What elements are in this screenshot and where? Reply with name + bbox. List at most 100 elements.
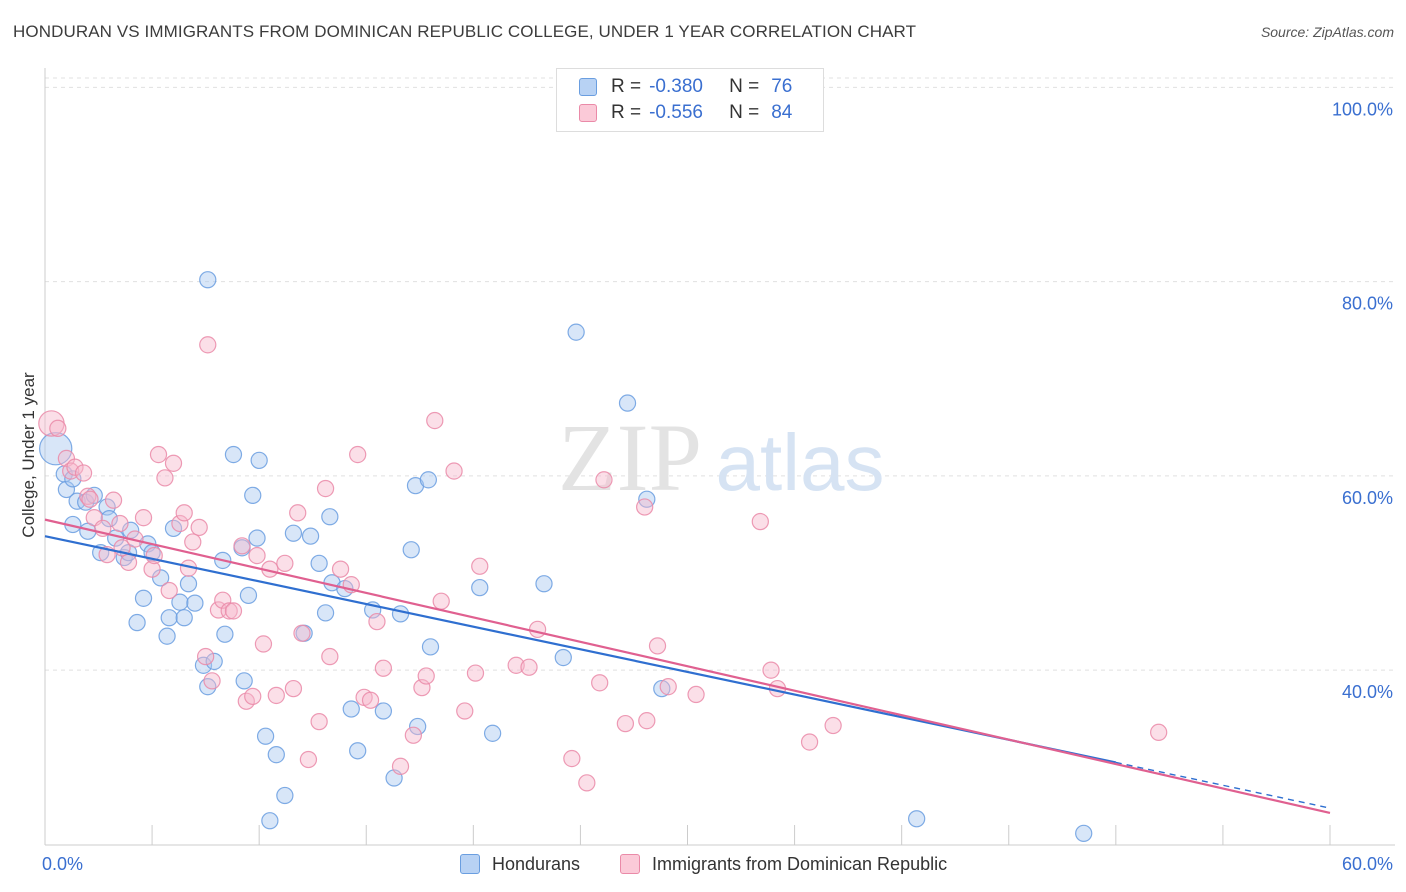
- point-dominican: [616, 714, 635, 733]
- point-dominican: [316, 479, 335, 498]
- point-dominican: [184, 533, 202, 551]
- point-honduran: [250, 451, 268, 470]
- point-dominican: [426, 411, 444, 430]
- point-dominican: [751, 512, 769, 531]
- point-dominican: [111, 514, 129, 533]
- point-dominican: [591, 674, 609, 692]
- trend-lines: [44, 518, 1331, 815]
- point-honduran: [554, 648, 572, 667]
- point-dominican: [456, 702, 474, 720]
- point-dominican: [638, 712, 656, 730]
- point-dominican: [293, 624, 311, 642]
- point-dominican: [49, 419, 67, 437]
- legend-n-value: 76: [771, 76, 793, 97]
- point-dominican: [143, 560, 161, 578]
- point-honduran: [409, 717, 427, 736]
- point-honduran: [421, 638, 440, 656]
- point-honduran: [239, 586, 258, 605]
- point-dominican: [254, 635, 273, 653]
- point-dominican: [321, 647, 339, 666]
- gridlines: [45, 77, 1395, 671]
- point-honduran: [419, 471, 438, 489]
- point-dominican: [214, 591, 232, 609]
- point-honduran: [205, 652, 223, 671]
- point-dominican: [507, 656, 525, 674]
- point-honduran: [391, 605, 410, 623]
- point-honduran: [908, 810, 926, 828]
- point-dominican: [762, 661, 780, 679]
- series-dominican: [38, 336, 1168, 792]
- trend-line-hondurans: [44, 535, 1117, 764]
- y-tick-label: 60.0%: [1342, 488, 1393, 508]
- x-tick-label: 0.0%: [42, 854, 83, 874]
- point-dominican: [800, 733, 819, 751]
- point-dominican: [66, 458, 84, 476]
- point-dominican: [404, 726, 423, 744]
- trend-line-dominican: [44, 518, 1331, 815]
- point-dominican: [648, 637, 667, 655]
- point-dominican: [233, 537, 251, 555]
- chart-source: Source: ZipAtlas.com: [1260, 24, 1394, 40]
- point-honduran: [349, 742, 367, 760]
- legend-r-value: -0.556: [649, 102, 703, 123]
- point-honduran: [276, 786, 294, 805]
- point-dominican: [595, 471, 613, 489]
- point-dominican: [203, 672, 221, 690]
- point-dominican: [361, 691, 380, 709]
- point-dominican: [74, 464, 93, 482]
- point-dominican: [79, 487, 97, 505]
- watermark: ZIP atlas: [558, 404, 884, 511]
- point-dominican: [520, 658, 538, 676]
- watermark-zip: ZIP: [558, 404, 702, 511]
- point-dominican: [471, 557, 489, 575]
- tick-labels: 40.0% 60.0% 80.0% 100.0% 0.0% 60.0%: [42, 99, 1393, 874]
- point-dominican: [578, 774, 596, 792]
- point-honduran: [321, 508, 339, 526]
- point-honduran: [224, 445, 243, 464]
- y-axis-label: College, Under 1 year: [19, 372, 38, 538]
- point-dominican: [284, 679, 303, 698]
- point-dominican: [104, 491, 123, 509]
- point-honduran: [535, 575, 553, 593]
- point-honduran: [618, 394, 637, 412]
- legend-r-label: R =: [611, 76, 642, 97]
- point-honduran: [100, 510, 118, 528]
- point-dominican: [432, 592, 450, 610]
- point-honduran: [199, 271, 217, 289]
- legend-n-label: N =: [729, 102, 760, 123]
- legend-n-value: 84: [771, 102, 793, 123]
- point-honduran: [57, 480, 76, 499]
- point-honduran: [374, 702, 393, 720]
- point-honduran: [244, 486, 262, 505]
- point-honduran: [471, 578, 489, 597]
- point-dominican: [299, 750, 318, 769]
- legend-row-dominican: R = -0.556 N = 84: [579, 101, 792, 125]
- point-dominican: [563, 749, 581, 768]
- point-honduran: [267, 746, 285, 764]
- y-tick-label: 100.0%: [1332, 99, 1393, 119]
- point-honduran: [301, 527, 320, 545]
- point-honduran: [216, 625, 234, 643]
- point-dominican: [248, 546, 266, 565]
- point-honduran: [175, 609, 193, 627]
- point-honduran: [158, 627, 176, 645]
- point-dominican: [196, 647, 215, 666]
- point-dominican: [445, 462, 463, 480]
- point-dominican: [244, 687, 262, 706]
- point-honduran: [256, 727, 275, 745]
- point-dominican: [466, 664, 485, 682]
- point-dominican: [149, 445, 168, 464]
- point-honduran: [342, 700, 360, 718]
- axes: [44, 68, 1395, 846]
- point-honduran: [402, 541, 420, 559]
- point-dominican: [824, 716, 842, 735]
- y-tick-label: 40.0%: [1342, 682, 1393, 702]
- legend-n-label: N =: [729, 76, 760, 97]
- point-dominican: [417, 667, 435, 685]
- point-dominican: [659, 678, 677, 696]
- legend-r-value: -0.380: [649, 76, 703, 97]
- bottom-legend-swatch-pink: [620, 854, 640, 874]
- point-honduran: [310, 554, 328, 572]
- point-dominican: [331, 560, 350, 578]
